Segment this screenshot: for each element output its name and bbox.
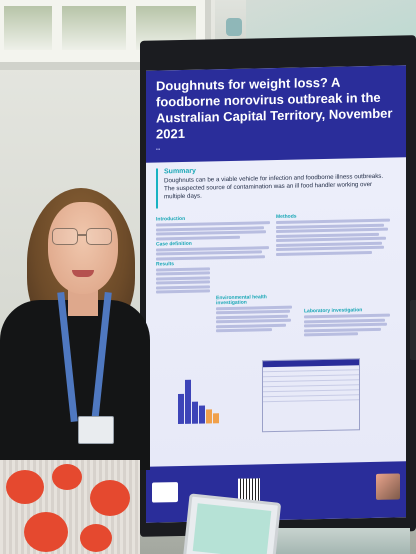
text-line <box>156 267 210 272</box>
chart-bar <box>178 393 184 425</box>
window-pane <box>4 6 52 50</box>
text-line <box>304 322 387 328</box>
summary-box: Summary Doughnuts can be a viable vehicl… <box>156 163 392 209</box>
skirt-pattern <box>24 512 68 552</box>
wall-sensor <box>226 18 242 36</box>
chart-bar <box>192 401 198 424</box>
smile <box>72 270 94 277</box>
text-line <box>216 328 272 333</box>
name-badge <box>78 416 114 444</box>
glasses-icon <box>52 228 114 245</box>
monitor-connector <box>410 300 416 360</box>
tablet-screen <box>192 503 272 554</box>
presenter-person <box>0 180 150 554</box>
presenter-photo <box>376 473 400 500</box>
qr-code <box>238 478 260 501</box>
text-line <box>156 280 210 285</box>
text-line <box>216 323 287 328</box>
env-health-section: Environmental health investigation <box>216 293 296 334</box>
chart-bar <box>213 413 219 424</box>
summary-text: Doughnuts can be a viable vehicle for in… <box>164 172 384 201</box>
glasses-bridge <box>78 234 86 236</box>
face <box>48 202 118 294</box>
lab-section: Laboratory investigation <box>304 306 394 338</box>
text-line <box>156 285 210 290</box>
poster-title: Doughnuts for weight loss? A foodborne n… <box>156 74 393 142</box>
text-line <box>156 276 210 281</box>
neck <box>68 290 98 316</box>
table-row <box>263 395 359 403</box>
poster-monitor: Doughnuts for weight loss? A foodborne n… <box>140 35 416 537</box>
poster-authors: ••• <box>156 146 161 152</box>
glasses-lens <box>86 228 112 245</box>
glasses-lens <box>52 228 78 245</box>
text-line <box>216 309 290 315</box>
patterned-skirt <box>0 460 140 554</box>
results-heading: Results <box>156 260 175 268</box>
act-logo <box>152 482 178 503</box>
skirt-pattern <box>90 480 130 516</box>
tablet-device <box>182 493 282 554</box>
skirt-pattern <box>52 464 82 490</box>
results-table <box>262 358 360 433</box>
text-line <box>216 318 292 324</box>
poster-right-column: Methods <box>276 210 396 257</box>
epi-curve-chart <box>158 358 258 432</box>
text-line <box>156 230 267 236</box>
poster-title-bar: Doughnuts for weight loss? A foodborne n… <box>146 65 406 163</box>
skirt-pattern <box>80 524 112 552</box>
text-line <box>156 289 210 294</box>
chart-bar <box>199 405 205 424</box>
skirt-pattern <box>6 470 44 504</box>
env-health-heading: Environmental health investigation <box>216 294 267 306</box>
chart-bar <box>206 409 212 424</box>
poster-left-column: Introduction Case definition Results <box>156 213 276 295</box>
poster-screen: Doughnuts for weight loss? A foodborne n… <box>146 65 406 523</box>
text-line <box>304 327 381 333</box>
text-line <box>156 235 240 241</box>
black-sweater <box>0 300 150 470</box>
text-line <box>156 271 210 276</box>
chart-bar <box>185 379 191 424</box>
text-line <box>304 332 358 337</box>
window-pane <box>62 6 126 50</box>
text-line <box>304 313 390 319</box>
text-line <box>276 250 372 256</box>
